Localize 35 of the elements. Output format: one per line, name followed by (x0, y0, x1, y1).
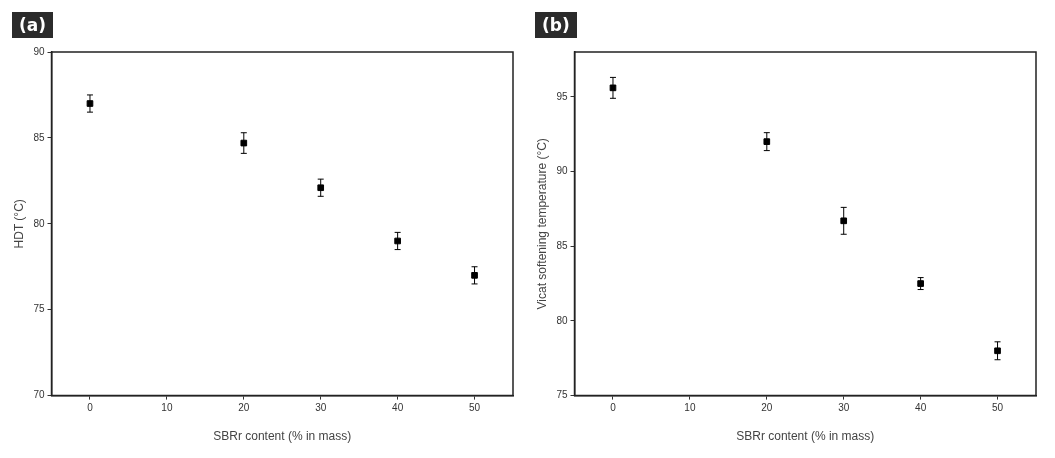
text: (b) (535, 12, 577, 38)
x-tick-label: 40 (392, 402, 404, 414)
x-tick-label: 10 (684, 402, 696, 414)
y-tick-label: 70 (33, 389, 45, 401)
point (471, 272, 478, 279)
y-tick-label: 85 (33, 131, 45, 143)
y-tick-label: 80 (33, 217, 45, 229)
point (240, 139, 248, 147)
y-tick-label: 90 (556, 165, 568, 177)
y-tick-label: 85 (556, 239, 568, 251)
y-tick-label: 80 (556, 314, 568, 326)
x-tick-label: 50 (991, 402, 1004, 414)
x-tick-label: 0 (87, 402, 94, 414)
point (994, 347, 1001, 355)
y-axis-title: Vicat softening temperature (°C) (534, 138, 549, 310)
y-axis-title: HDT (°C) (11, 199, 26, 249)
x-tick-label: 20 (238, 402, 250, 414)
y-tick-label: 95 (556, 90, 568, 102)
point (840, 217, 848, 225)
x-axis-title: SBRr content (% in mass) (213, 429, 352, 444)
x-tick-label: 10 (161, 402, 173, 414)
x-tick-label: 30 (315, 402, 327, 414)
point (763, 138, 771, 145)
x-tick-label: 40 (915, 402, 927, 414)
y-tick-label: 75 (33, 303, 45, 315)
x-tick-label: 50 (468, 402, 481, 414)
y-tick-label: 75 (556, 389, 568, 401)
text: (a) (12, 12, 54, 38)
y-tick-label: 90 (33, 45, 45, 57)
point (917, 280, 924, 287)
x-axis-title: SBRr content (% in mass) (736, 429, 875, 444)
x-tick-label: 20 (761, 402, 773, 414)
x-tick-label: 0 (610, 402, 617, 414)
x-tick-label: 30 (838, 402, 850, 414)
point (317, 184, 325, 192)
